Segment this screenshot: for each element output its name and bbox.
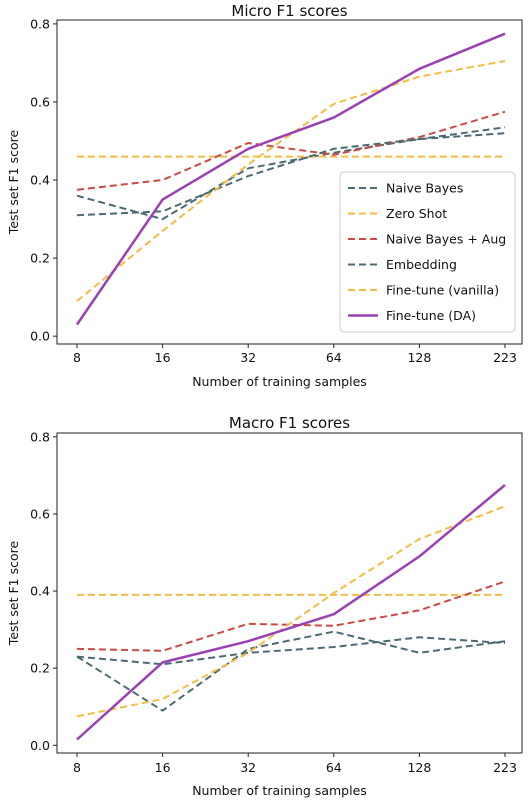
legend-label: Embedding bbox=[386, 257, 457, 272]
y-tick-label: 0.4 bbox=[30, 584, 50, 599]
x-tick-label: 223 bbox=[493, 350, 517, 365]
x-tick-label: 64 bbox=[326, 350, 342, 365]
series-line-naive-bayes-aug bbox=[76, 580, 506, 652]
series-line-fine-tune-da bbox=[75, 32, 506, 326]
chart-title: Macro F1 scores bbox=[229, 414, 350, 432]
legend-label: Zero Shot bbox=[386, 206, 447, 221]
plot-area bbox=[56, 19, 523, 345]
y-tick-label: 0.8 bbox=[30, 429, 50, 444]
legend-label: Naive Bayes + Aug bbox=[386, 232, 506, 247]
x-tick-label: 8 bbox=[73, 350, 81, 365]
x-axis-label: Number of training samples bbox=[192, 783, 367, 798]
x-tick-label: 16 bbox=[155, 350, 171, 365]
series-line-embedding bbox=[76, 126, 506, 217]
legend-label: Fine-tune (vanilla) bbox=[386, 283, 499, 298]
x-tick-label: 64 bbox=[326, 760, 342, 775]
series-lines bbox=[75, 32, 506, 326]
plot-area bbox=[56, 432, 523, 754]
y-tick-label: 0.6 bbox=[30, 506, 50, 521]
y-tick-label: 0.2 bbox=[30, 661, 50, 676]
x-tick-label: 32 bbox=[240, 760, 256, 775]
y-tick-label: 0.0 bbox=[30, 329, 50, 344]
x-axis: 8 16 32 64 128 223 bbox=[73, 344, 517, 365]
x-axis: 8 16 32 64 128 223 bbox=[73, 753, 517, 775]
x-tick-label: 128 bbox=[407, 760, 431, 775]
y-tick-label: 0.8 bbox=[30, 16, 50, 31]
y-axis: 0.0 0.2 0.4 0.6 0.8 bbox=[30, 16, 57, 344]
x-tick-label: 223 bbox=[493, 760, 517, 775]
series-line-naive-bayes-aug bbox=[76, 110, 506, 191]
legend-box bbox=[339, 171, 516, 333]
legend-label: Naive Bayes bbox=[386, 181, 463, 196]
series-line-naive-bayes bbox=[76, 630, 506, 712]
x-tick-label: 32 bbox=[240, 350, 256, 365]
macro-f1-chart: Macro F1 scores 0.0 0.2 0.4 0.6 0.8 8 16 32 64 1… bbox=[6, 414, 523, 798]
series-lines bbox=[76, 484, 506, 741]
series-line-fine-tune-vanilla bbox=[76, 505, 506, 718]
y-tick-label: 0.4 bbox=[30, 173, 50, 188]
y-axis-label: Test set F1 score bbox=[6, 541, 21, 647]
series-line-fine-tune-vanilla bbox=[76, 60, 506, 302]
y-axis: 0.0 0.2 0.4 0.6 0.8 bbox=[30, 429, 57, 753]
y-axis-label: Test set F1 score bbox=[6, 130, 21, 236]
series-line-fine-tune-da bbox=[76, 484, 506, 741]
series-line-embedding bbox=[76, 636, 506, 666]
y-tick-label: 0.0 bbox=[30, 738, 50, 753]
micro-f1-chart: Micro F1 scores 0.0 0.2 0.4 0.6 0.8 8 16 32 64 1… bbox=[6, 2, 523, 389]
x-tick-label: 128 bbox=[407, 350, 431, 365]
y-tick-label: 0.6 bbox=[30, 94, 50, 109]
legend-label: Fine-tune (DA) bbox=[386, 308, 476, 323]
x-tick-label: 16 bbox=[155, 760, 171, 775]
chart-title: Micro F1 scores bbox=[231, 2, 347, 20]
y-tick-label: 0.2 bbox=[30, 251, 50, 266]
x-tick-label: 8 bbox=[73, 760, 81, 775]
legend: Naive Bayes Zero Shot Naive Bayes + Aug Emb… bbox=[339, 171, 516, 333]
x-axis-label: Number of training samples bbox=[192, 374, 367, 389]
